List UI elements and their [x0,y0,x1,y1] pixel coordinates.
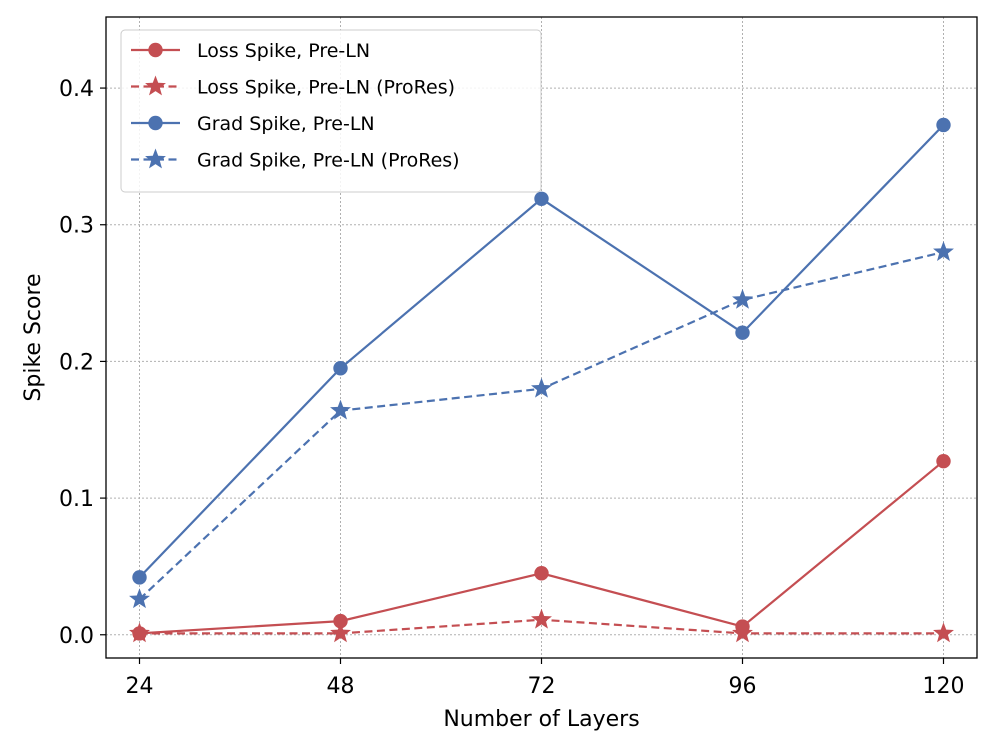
x-tick-label: 72 [528,674,556,699]
y-tick-label: 0.0 [59,624,94,649]
series-2-point [933,622,954,643]
series-3 [132,117,951,585]
legend-label-3: Grad Spike, Pre-LN [197,113,375,135]
series-4-point [531,377,552,398]
series-3-point [936,117,951,133]
series-3-point [534,191,549,206]
series-3-point [333,361,348,376]
legend-frame [120,29,542,193]
series-4-point [330,399,351,420]
legend-label-2: Loss Spike, Pre-LN (ProRes) [197,77,455,99]
legend-marker-3 [148,115,163,131]
legend-label-1: Loss Spike, Pre-LN [197,40,370,62]
series-2-point [330,622,351,643]
series-layer [129,117,954,643]
y-tick-label: 0.2 [59,350,94,375]
series-1-point [936,453,951,469]
series-2-point [732,622,753,643]
series-3-point [735,325,750,340]
legend-label-4: Grad Spike, Pre-LN (ProRes) [197,150,460,172]
x-axis-label: Number of Layers [443,707,639,732]
tick-layer: 24 48 72 96 120 0.0 0.1 0.2 0.3 0.4 [59,77,965,699]
y-axis-label: Spike Score [21,273,46,401]
series-2-point [129,622,150,643]
x-tick-label: 24 [126,674,154,699]
series-4 [129,241,954,609]
series-1-point [534,566,549,581]
series-4-point [732,288,753,309]
x-tick-label: 96 [729,674,757,699]
x-tick-label: 48 [327,674,355,699]
series-1-point [333,613,348,629]
series-4-point [933,241,954,261]
legend-marker-4 [145,148,166,169]
legend-marker-2 [145,75,166,96]
series-4-point [129,588,150,609]
y-tick-label: 0.3 [59,214,94,239]
legend: Loss Spike, Pre-LN Loss Spike, Pre-LN (Pr… [120,29,542,193]
series-3-point [132,570,147,585]
series-2-point [531,608,552,629]
y-tick-label: 0.4 [59,77,94,102]
legend-marker-1 [148,42,163,58]
series-2 [129,608,954,643]
y-tick-label: 0.1 [59,487,94,512]
x-tick-label: 120 [923,674,965,699]
